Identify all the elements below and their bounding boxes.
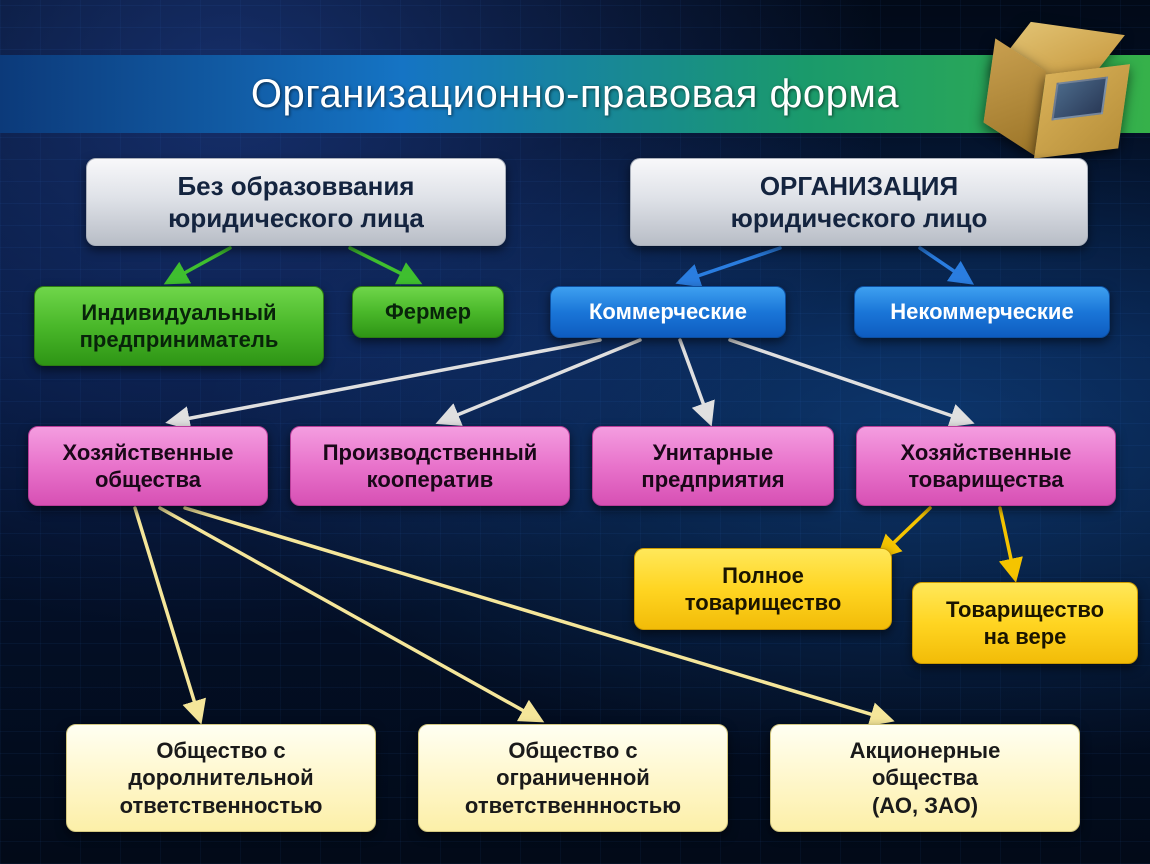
node-n_vera: Товариществона вере xyxy=(912,582,1138,664)
node-n_comm: Коммерческие xyxy=(550,286,786,338)
node-n_hozob: Хозяйственныеобщества xyxy=(28,426,268,506)
node-n_noentity: Без образовванияюридического лица xyxy=(86,158,506,246)
node-n_ao: Акционерныеобщества(АО, ЗАО) xyxy=(770,724,1080,832)
node-n_org: ОРГАНИЗАЦИЯюридического лицо xyxy=(630,158,1088,246)
node-n_farmer: Фермер xyxy=(352,286,504,338)
node-n_noncomm: Некоммерческие xyxy=(854,286,1110,338)
slide-title: Организационно-правовая форма xyxy=(251,72,899,117)
node-n_ooo: Общество сограниченнойответственнностью xyxy=(418,724,728,832)
node-n_polnoe: Полноетоварищество xyxy=(634,548,892,630)
node-n_hoztov: Хозяйственныетоварищества xyxy=(856,426,1116,506)
cube-decoration xyxy=(970,10,1139,179)
node-n_unit: Унитарныепредприятия xyxy=(592,426,834,506)
node-n_odo: Общество сдоролнительнойответственностью xyxy=(66,724,376,832)
node-n_prodk: Производственныйкооператив xyxy=(290,426,570,506)
node-n_ip: Индивидуальныйпредприниматель xyxy=(34,286,324,366)
